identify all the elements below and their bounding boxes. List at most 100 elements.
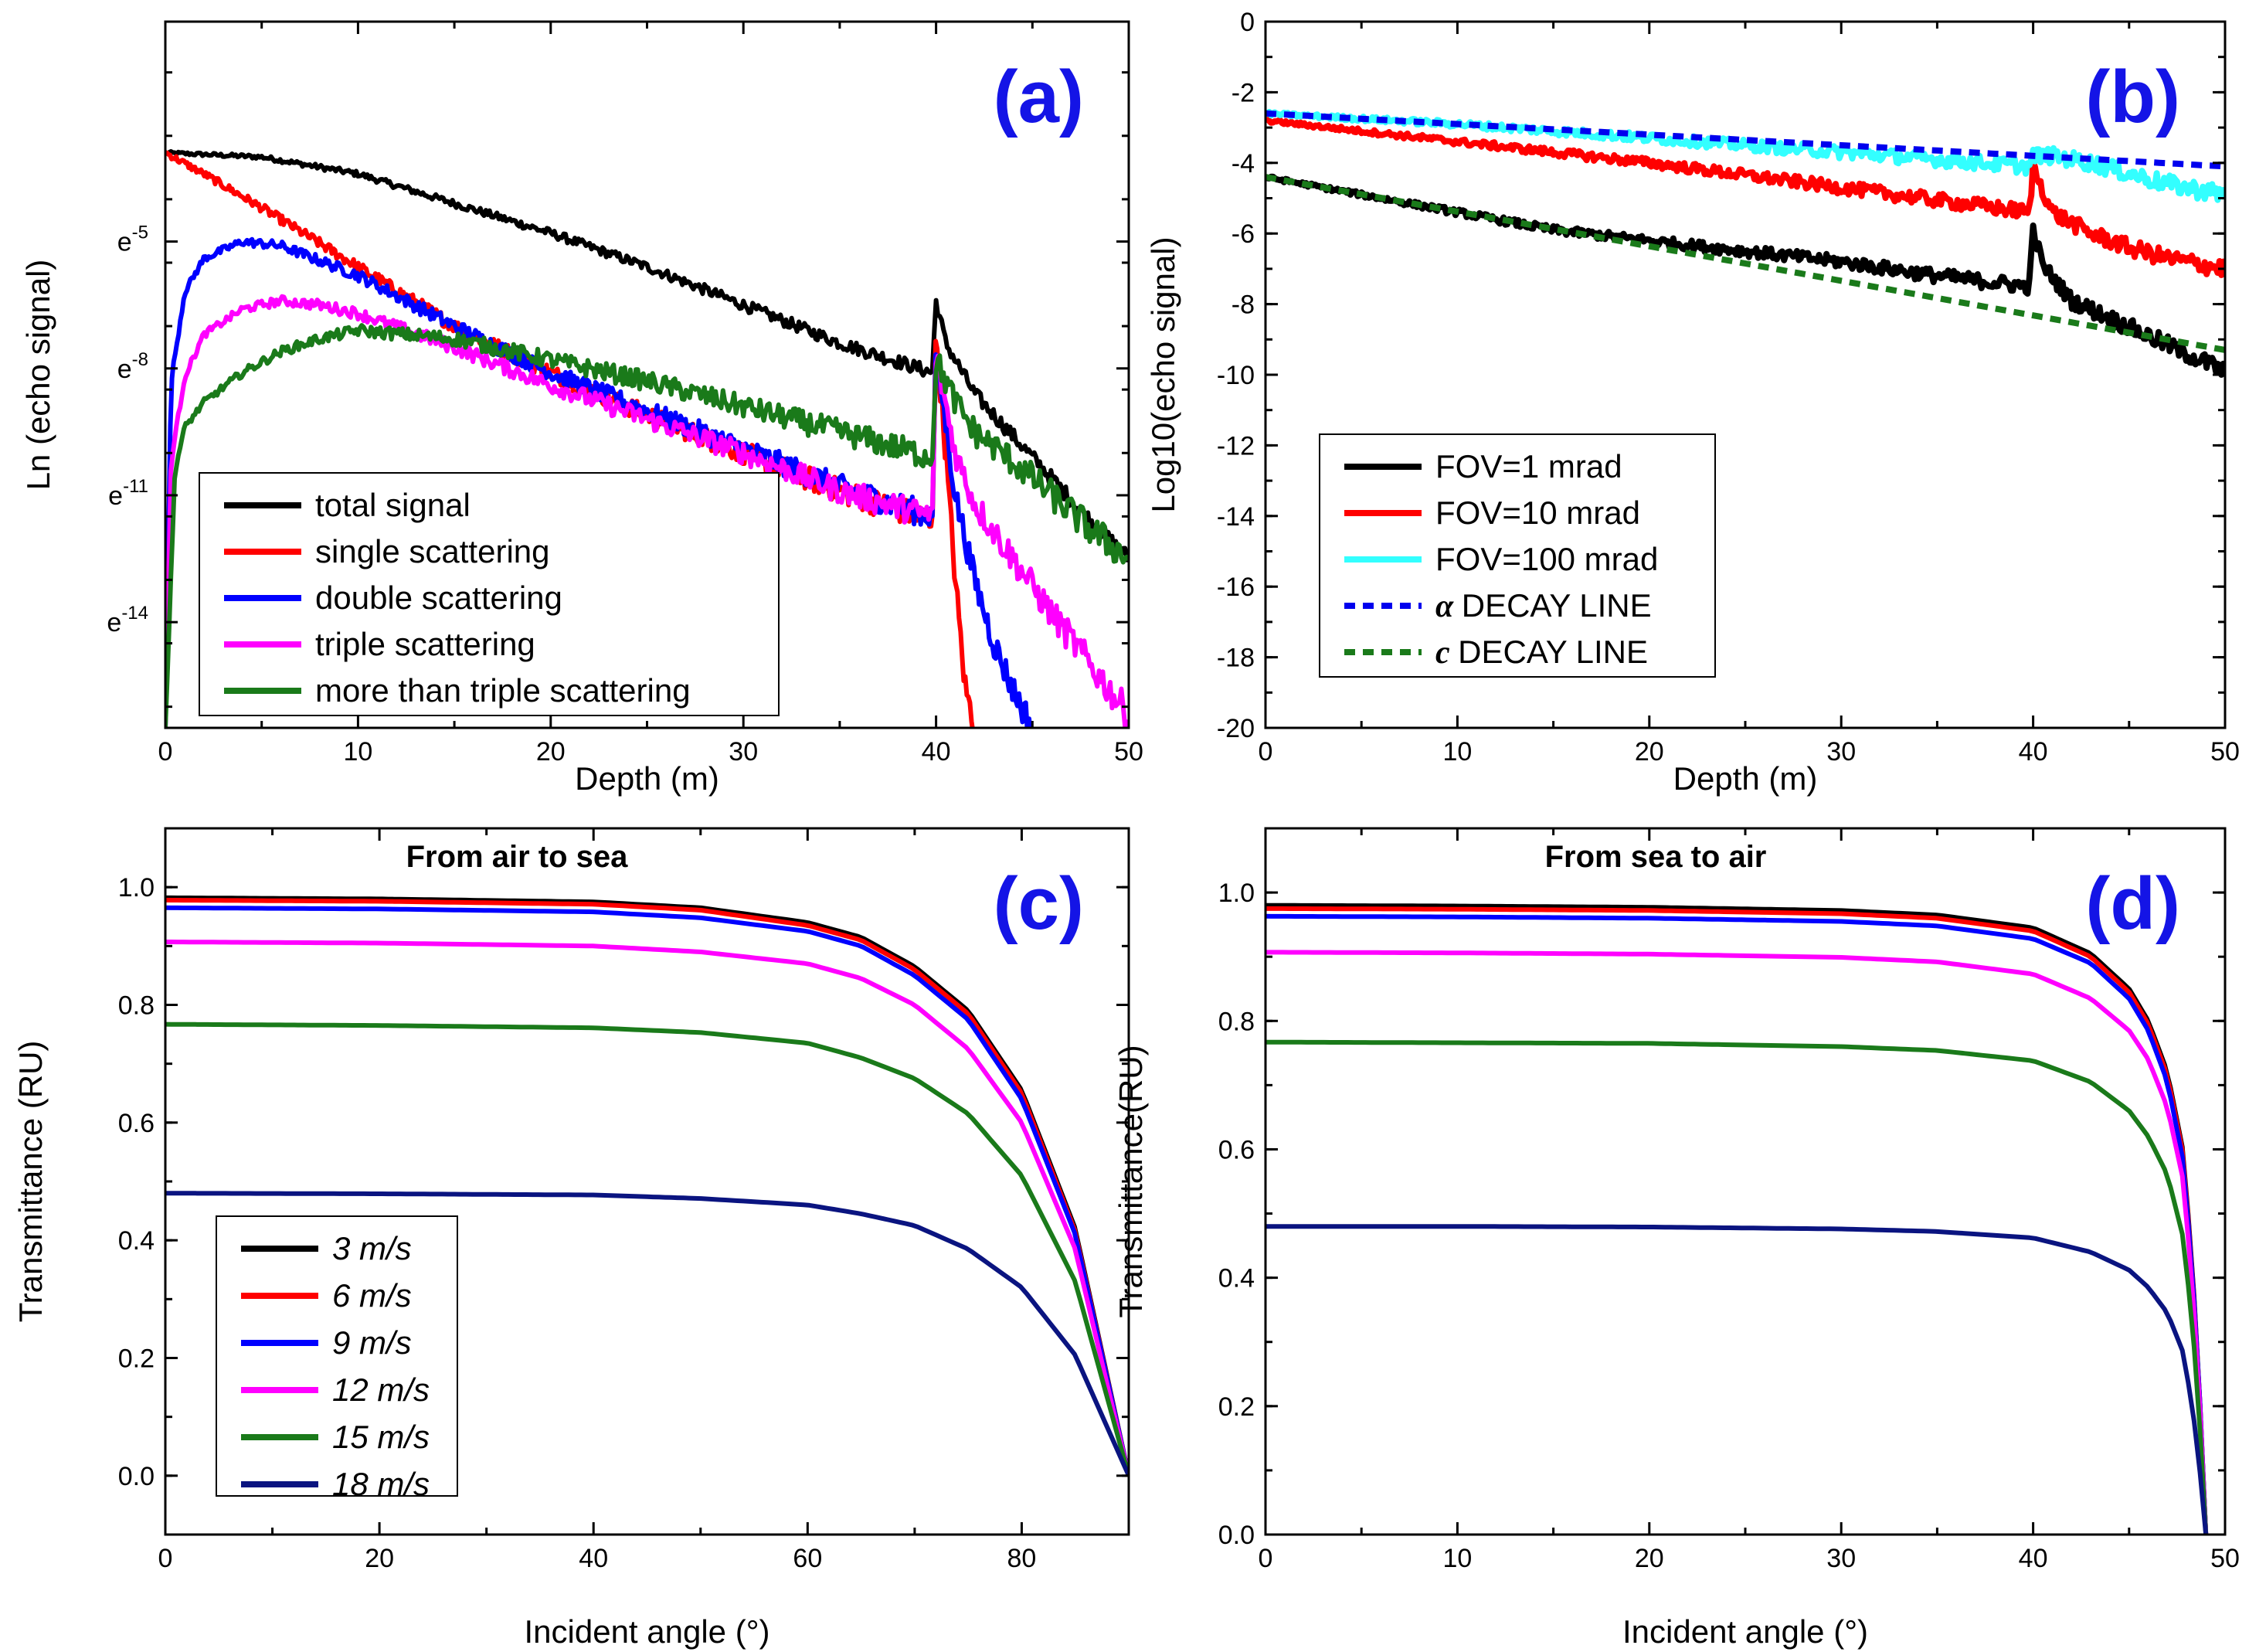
legend-name: DECAY LINE bbox=[1458, 634, 1648, 670]
x-tick-label: 30 bbox=[1826, 737, 1856, 767]
y-tick-exponent: -5 bbox=[132, 223, 148, 243]
y-tick-label: 0 bbox=[1240, 8, 1255, 37]
series-line-9-m-s bbox=[165, 905, 1129, 1477]
x-tick-label: 40 bbox=[2019, 737, 2048, 767]
chart-panel-b: 0 10 20 30 40 50 0 -2 -4 -6 -8 -10 -12 -14 -16 -18 -20 De… bbox=[1145, 8, 2240, 797]
x-tick-label: 20 bbox=[1635, 1544, 1664, 1573]
series-line-15-m-s bbox=[165, 1021, 1129, 1477]
x-tick-label: 40 bbox=[2019, 1544, 2048, 1573]
y-axis-label: Log10(echo signal) bbox=[1145, 236, 1181, 512]
x-tick-label: 0 bbox=[158, 737, 173, 767]
x-tick-label: 50 bbox=[2210, 737, 2240, 767]
panel-label: (b) bbox=[2085, 56, 2180, 138]
panel-label: (d) bbox=[2085, 862, 2180, 945]
y-tick-label: -12 bbox=[1217, 431, 1255, 461]
y-tick-label: 0.8 bbox=[1218, 1007, 1255, 1036]
y-tick-label: -10 bbox=[1217, 361, 1255, 390]
plot-frame bbox=[1264, 827, 2227, 1536]
series-line-15-m-s bbox=[1265, 1039, 2209, 1535]
series-line-α-decay-line bbox=[1265, 110, 2225, 170]
legend-label: FOV=10 mrad bbox=[1435, 495, 1640, 531]
series-group bbox=[1265, 108, 2225, 378]
y-tick-label: 0.0 bbox=[118, 1462, 155, 1491]
legend-symbol: c bbox=[1435, 635, 1458, 671]
legend-label: 12 m/s bbox=[332, 1372, 430, 1408]
y-tick-label: -8 bbox=[1232, 291, 1255, 320]
series-line-18-m-s bbox=[165, 1191, 1129, 1477]
legend-label: FOV=1 mrad bbox=[1435, 448, 1622, 484]
series-group bbox=[165, 895, 1129, 1477]
y-tick-label: -16 bbox=[1217, 573, 1255, 602]
y-tick-label: 0.4 bbox=[118, 1226, 155, 1256]
series-line-18-m-s bbox=[1265, 1224, 2209, 1535]
y-tick-label: e-8 bbox=[117, 349, 148, 384]
legend-label: more than triple scattering bbox=[315, 672, 691, 709]
y-tick-exponent: -14 bbox=[121, 603, 148, 624]
series-line-c-decay-line bbox=[1265, 174, 2225, 353]
chart-panel-a: 0 10 20 30 40 50 e-5 e-8 e-11 e-14 Depth (m) Ln (ec… bbox=[20, 20, 1143, 797]
y-tick-label: -4 bbox=[1232, 149, 1255, 178]
legend-name: DECAY LINE bbox=[1462, 587, 1652, 624]
series-line-fov-10-mrad bbox=[1265, 116, 2225, 278]
legend-label: single scattering bbox=[315, 533, 550, 569]
legend-symbol: α bbox=[1435, 589, 1462, 624]
y-tick-label: 0.6 bbox=[1218, 1135, 1255, 1164]
y-tick-label: 0.2 bbox=[1218, 1392, 1255, 1422]
y-tick-label: -14 bbox=[1217, 502, 1255, 532]
y-axis-label: Transmittance (RU) bbox=[12, 1041, 49, 1323]
legend-label: 3 m/s bbox=[332, 1230, 412, 1266]
x-tick-label: 20 bbox=[536, 737, 566, 767]
series-line-6-m-s bbox=[1265, 906, 2209, 1535]
legend-box bbox=[216, 1215, 458, 1497]
legend-box bbox=[199, 472, 780, 716]
y-tick-label: -2 bbox=[1232, 78, 1255, 107]
legend: total signal single scattering double scat… bbox=[199, 472, 780, 716]
y-tick-label: e-14 bbox=[107, 603, 148, 637]
legend-label: total signal bbox=[315, 487, 471, 523]
panel-title: From sea to air bbox=[1545, 840, 1767, 874]
y-tick-label: -20 bbox=[1217, 714, 1255, 743]
series-line-total-signal bbox=[165, 149, 1129, 563]
legend-label: 9 m/s bbox=[332, 1324, 412, 1361]
legend-box bbox=[1319, 433, 1716, 678]
y-tick-label: 1.0 bbox=[1218, 879, 1255, 908]
y-tick-label: -6 bbox=[1232, 219, 1255, 249]
y-tick-label: 1.0 bbox=[118, 873, 155, 902]
legend-label: α DECAY LINE bbox=[1435, 587, 1652, 624]
series-line-more-than-triple-scattering bbox=[165, 323, 1129, 728]
legend: FOV=1 mrad FOV=10 mrad FOV=100 mrad α DECAY… bbox=[1319, 433, 1716, 678]
x-tick-label: 50 bbox=[1114, 737, 1143, 767]
series-line-3-m-s bbox=[1265, 902, 2209, 1535]
legend-label: triple scattering bbox=[315, 626, 535, 662]
x-tick-label: 80 bbox=[1007, 1544, 1037, 1573]
y-tick-label: 0.8 bbox=[118, 991, 155, 1021]
series-line-12-m-s bbox=[165, 940, 1129, 1477]
x-tick-label: 10 bbox=[1442, 1544, 1472, 1573]
x-tick-label: 30 bbox=[1826, 1544, 1856, 1573]
series-line-triple-scattering bbox=[165, 294, 1129, 728]
legend-label: FOV=100 mrad bbox=[1435, 541, 1658, 577]
x-tick-label: 40 bbox=[922, 737, 951, 767]
x-tick-label: 20 bbox=[365, 1544, 394, 1573]
chart-panel-d: 0 10 20 30 40 50 0.0 0.2 0.4 0.6 0.8 1.0 Incident an… bbox=[1113, 827, 2240, 1650]
series-line-fov-1-mrad bbox=[1265, 173, 2225, 378]
x-axis-label: Depth (m) bbox=[575, 760, 719, 797]
y-axis-label: Transmittance(RU) bbox=[1113, 1045, 1149, 1317]
x-axis-label: Incident angle (°) bbox=[1622, 1613, 1868, 1650]
x-axis-label: Incident angle (°) bbox=[525, 1613, 770, 1650]
legend-label: 15 m/s bbox=[332, 1419, 430, 1455]
y-tick-label: 0.0 bbox=[1218, 1521, 1255, 1550]
series-group bbox=[1265, 902, 2209, 1535]
x-tick-label: 60 bbox=[793, 1544, 822, 1573]
x-tick-label: 50 bbox=[2210, 1544, 2240, 1573]
x-tick-label: 20 bbox=[1635, 737, 1664, 767]
legend-label: 18 m/s bbox=[332, 1466, 430, 1502]
chart-panel-c: 0 20 40 60 80 0.0 0.2 0.4 0.6 0.8 1.0 Incident angl… bbox=[12, 827, 1130, 1650]
x-tick-label: 10 bbox=[343, 737, 372, 767]
panel-label: (c) bbox=[994, 862, 1084, 945]
panel-title: From air to sea bbox=[406, 840, 629, 874]
y-tick-label: 0.6 bbox=[118, 1109, 155, 1138]
x-axis-label: Depth (m) bbox=[1673, 760, 1818, 797]
series-line-9-m-s bbox=[1265, 913, 2209, 1535]
